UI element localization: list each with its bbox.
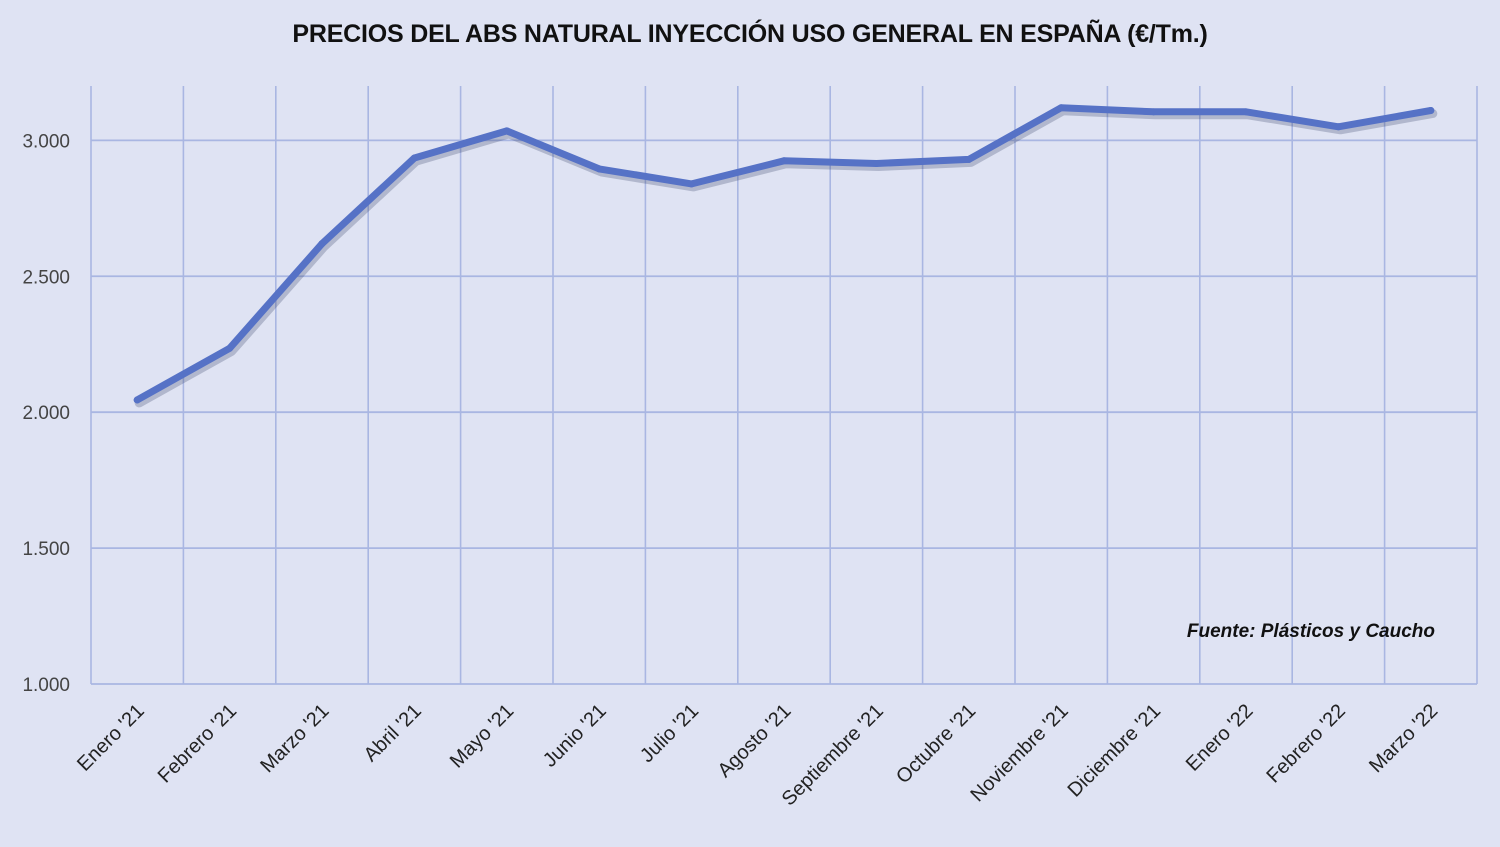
y-tick-label: 2.000 xyxy=(22,403,70,424)
x-tick-label: Marzo '21 xyxy=(256,700,333,777)
y-tick-label: 3.000 xyxy=(22,131,70,152)
data-point xyxy=(780,157,788,165)
data-point xyxy=(1427,106,1435,114)
data-point xyxy=(318,240,326,248)
x-tick-label: Julio '21 xyxy=(636,700,703,767)
y-axis: 1.000 1.500 2.000 2.500 3.000 xyxy=(22,131,70,696)
chart-title: PRECIOS DEL ABS NATURAL INYECCIÓN USO GE… xyxy=(292,20,1208,48)
x-tick-label: Diciembre '21 xyxy=(1064,700,1166,802)
grid xyxy=(90,86,1478,685)
data-point xyxy=(1057,104,1065,112)
data-point xyxy=(503,127,511,135)
data-point xyxy=(688,180,696,188)
x-tick-label: Agosto '21 xyxy=(714,700,796,782)
y-tick-label: 1.500 xyxy=(22,539,70,560)
x-tick-label: Febrero '21 xyxy=(154,700,241,787)
y-tick-label: 1.000 xyxy=(22,675,70,696)
x-tick-label: Marzo '22 xyxy=(1365,700,1442,777)
x-tick-label: Octubre '21 xyxy=(892,700,980,788)
series-line-shadow xyxy=(134,106,1438,408)
x-tick-label: Enero '21 xyxy=(73,700,149,776)
x-axis: Enero '21 Febrero '21 Marzo '21 Abril '21 Ma… xyxy=(73,700,1442,810)
series-line xyxy=(133,104,1435,404)
x-tick-label: Febrero '22 xyxy=(1262,700,1349,787)
x-tick-label: Noviembre '21 xyxy=(966,700,1072,806)
data-point xyxy=(1242,108,1250,116)
x-tick-label: Abril '21 xyxy=(360,700,426,766)
data-point xyxy=(410,154,418,162)
data-point xyxy=(872,159,880,167)
data-point xyxy=(595,165,603,173)
source-annotation: Fuente: Plásticos y Caucho xyxy=(1187,621,1435,642)
x-tick-label: Junio '21 xyxy=(539,700,611,772)
series xyxy=(133,104,1438,408)
x-tick-label: Enero '22 xyxy=(1182,700,1258,776)
data-point xyxy=(226,344,234,352)
data-point xyxy=(133,396,141,404)
y-tick-label: 2.500 xyxy=(22,267,70,288)
x-tick-label: Mayo '21 xyxy=(446,700,519,773)
data-point xyxy=(1334,123,1342,131)
data-point xyxy=(965,155,973,163)
data-point xyxy=(1150,108,1158,116)
